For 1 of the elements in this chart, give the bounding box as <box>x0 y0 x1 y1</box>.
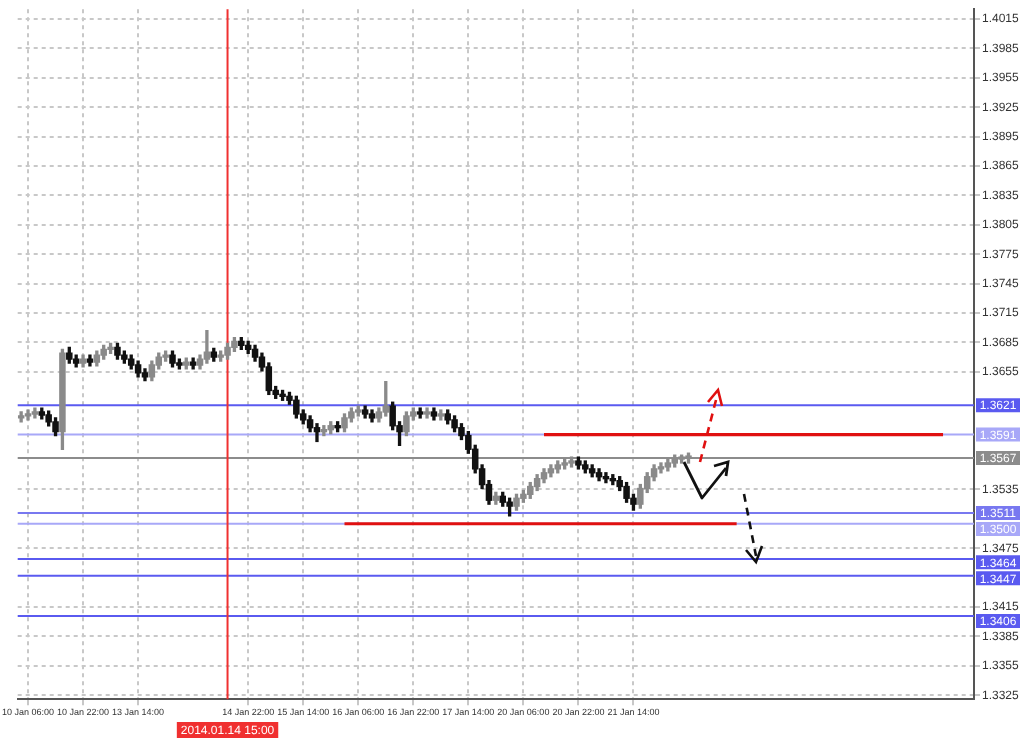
candlestick <box>203 330 211 364</box>
